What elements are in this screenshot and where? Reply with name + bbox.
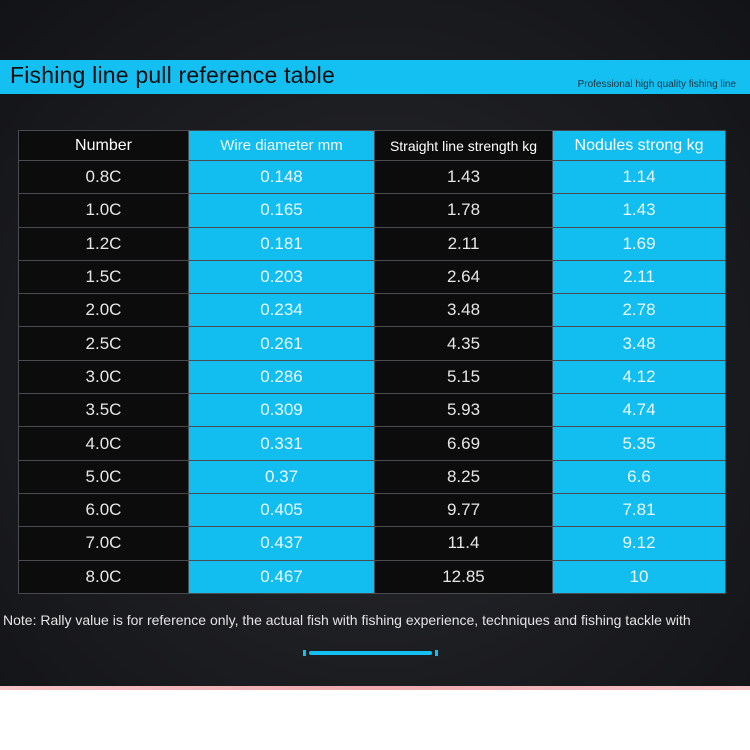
cell-number: 4.0C: [18, 426, 189, 461]
table-header-row: Number Wire diameter mm Straight line st…: [18, 130, 726, 161]
cell-straight-strength: 3.48: [374, 293, 553, 328]
cell-number: 6.0C: [18, 492, 189, 528]
cell-straight-strength: 11.4: [374, 526, 553, 561]
cell-wire-diameter: 0.165: [188, 193, 375, 228]
cell-straight-strength: 1.78: [374, 193, 553, 228]
cell-wire-diameter: 0.405: [188, 492, 375, 528]
cell-straight-strength: 8.25: [374, 459, 553, 494]
table-row: 2.0C 0.234 3.48 2.78: [18, 293, 726, 328]
table-row: 1.0C 0.165 1.78 1.43: [18, 193, 726, 228]
cell-wire-diameter: 0.437: [188, 526, 375, 561]
cell-knot-strength: 1.69: [552, 226, 726, 261]
bottom-glow-strip: [0, 686, 750, 690]
cell-straight-strength: 5.15: [374, 359, 553, 395]
table-row: 2.5C 0.261 4.35 3.48: [18, 326, 726, 361]
cell-knot-strength: 2.78: [552, 293, 726, 328]
cell-knot-strength: 5.35: [552, 426, 726, 461]
decorative-accent-line: [303, 650, 438, 656]
cell-straight-strength: 6.69: [374, 426, 553, 461]
table-row: 1.5C 0.203 2.64 2.11: [18, 259, 726, 295]
title-bar: Fishing line pull reference table Profes…: [0, 60, 750, 94]
column-header-straight-strength: Straight line strength kg: [374, 130, 553, 161]
cell-knot-strength: 4.12: [552, 359, 726, 395]
cell-straight-strength: 12.85: [374, 559, 553, 595]
cell-number: 3.0C: [18, 359, 189, 395]
cell-wire-diameter: 0.331: [188, 426, 375, 461]
table-row: 8.0C 0.467 12.85 10: [18, 559, 726, 595]
cell-number: 3.5C: [18, 393, 189, 428]
column-header-wire-diameter: Wire diameter mm: [188, 130, 375, 161]
table-row: 4.0C 0.331 6.69 5.35: [18, 426, 726, 461]
table-row: 0.8C 0.148 1.43 1.14: [18, 159, 726, 195]
cell-knot-strength: 9.12: [552, 526, 726, 561]
cell-number: 1.5C: [18, 259, 189, 295]
cell-wire-diameter: 0.203: [188, 259, 375, 295]
cell-knot-strength: 10: [552, 559, 726, 595]
cell-knot-strength: 7.81: [552, 492, 726, 528]
cell-straight-strength: 2.64: [374, 259, 553, 295]
cell-knot-strength: 1.43: [552, 193, 726, 228]
cell-number: 5.0C: [18, 459, 189, 494]
cell-wire-diameter: 0.181: [188, 226, 375, 261]
cell-straight-strength: 1.43: [374, 159, 553, 195]
cell-knot-strength: 1.14: [552, 159, 726, 195]
table-row: 7.0C 0.437 11.4 9.12: [18, 526, 726, 561]
column-header-number: Number: [18, 130, 189, 161]
cell-straight-strength: 5.93: [374, 393, 553, 428]
page-title: Fishing line pull reference table: [10, 62, 335, 88]
page-subtitle: Professional high quality fishing line: [577, 79, 736, 90]
cell-number: 2.5C: [18, 326, 189, 361]
cell-knot-strength: 4.74: [552, 393, 726, 428]
cell-number: 0.8C: [18, 159, 189, 195]
cell-straight-strength: 9.77: [374, 492, 553, 528]
table-row: 3.5C 0.309 5.93 4.74: [18, 393, 726, 428]
cell-knot-strength: 3.48: [552, 326, 726, 361]
cell-wire-diameter: 0.148: [188, 159, 375, 195]
table-row: 5.0C 0.37 8.25 6.6: [18, 459, 726, 494]
cell-number: 2.0C: [18, 293, 189, 328]
column-header-knot-strength: Nodules strong kg: [552, 130, 726, 161]
cell-wire-diameter: 0.309: [188, 393, 375, 428]
cell-number: 1.2C: [18, 226, 189, 261]
cell-wire-diameter: 0.467: [188, 559, 375, 595]
cell-number: 8.0C: [18, 559, 189, 595]
cell-knot-strength: 2.11: [552, 259, 726, 295]
cell-knot-strength: 6.6: [552, 459, 726, 494]
cell-wire-diameter: 0.261: [188, 326, 375, 361]
cell-straight-strength: 4.35: [374, 326, 553, 361]
table-row: 1.2C 0.181 2.11 1.69: [18, 226, 726, 261]
cell-number: 1.0C: [18, 193, 189, 228]
cell-wire-diameter: 0.37: [188, 459, 375, 494]
cell-straight-strength: 2.11: [374, 226, 553, 261]
reference-table: Number Wire diameter mm Straight line st…: [18, 130, 726, 595]
table-row: 6.0C 0.405 9.77 7.81: [18, 492, 726, 528]
footnote: Note: Rally value is for reference only,…: [3, 612, 691, 628]
cell-wire-diameter: 0.234: [188, 293, 375, 328]
cell-number: 7.0C: [18, 526, 189, 561]
cell-wire-diameter: 0.286: [188, 359, 375, 395]
reference-poster: Fishing line pull reference table Profes…: [0, 0, 750, 690]
table-row: 3.0C 0.286 5.15 4.12: [18, 359, 726, 395]
